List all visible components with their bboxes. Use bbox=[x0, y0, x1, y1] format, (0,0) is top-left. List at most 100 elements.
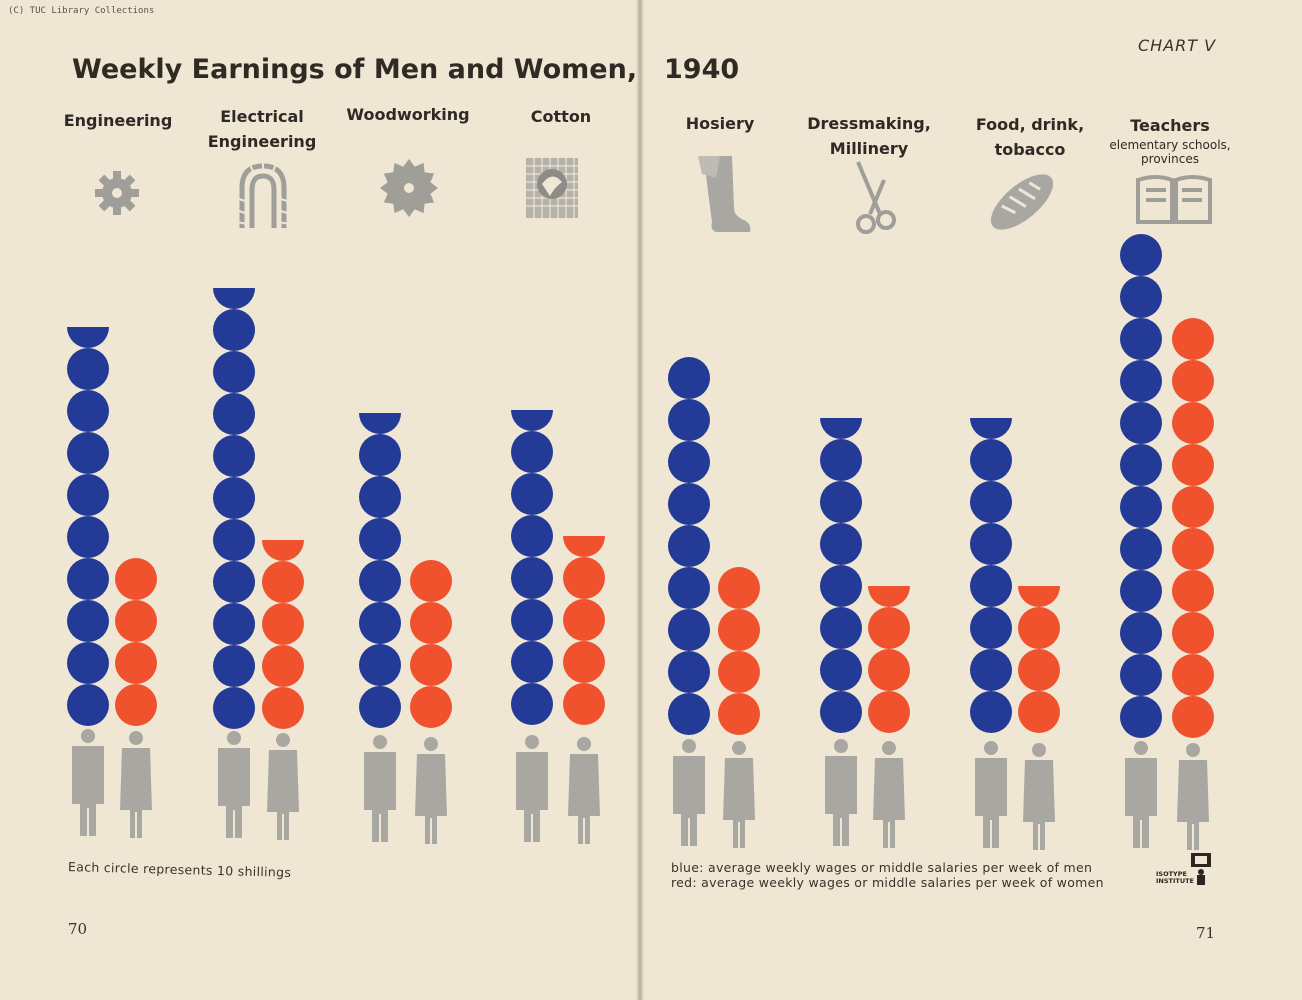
category-label-cotton: Cotton bbox=[530, 107, 592, 126]
women-earnings-circle bbox=[868, 691, 910, 733]
men-earnings-circle bbox=[970, 439, 1012, 481]
women-earnings-circle bbox=[1018, 607, 1060, 649]
women-earnings-circle bbox=[115, 558, 157, 600]
women-earnings-circle bbox=[718, 567, 760, 609]
cotton-fabric-icon bbox=[526, 158, 578, 218]
man-figure bbox=[364, 735, 396, 842]
women-earnings-circle bbox=[262, 645, 304, 687]
men-earnings-circle bbox=[1120, 234, 1162, 276]
men-earnings-circle bbox=[668, 441, 710, 483]
men-earnings-circle bbox=[213, 687, 255, 729]
man-figure bbox=[1125, 741, 1157, 848]
men-earnings-circle bbox=[67, 684, 109, 726]
men-earnings-circle bbox=[67, 474, 109, 516]
men-earnings-circle bbox=[213, 603, 255, 645]
women-earnings-circle bbox=[410, 686, 452, 728]
men-earnings-circle bbox=[668, 693, 710, 735]
open-book-icon bbox=[1136, 175, 1212, 224]
saw-blade-icon bbox=[380, 159, 438, 217]
women-earnings-circle bbox=[410, 644, 452, 686]
men-earnings-circle bbox=[359, 476, 401, 518]
women-earnings-circle bbox=[563, 599, 605, 641]
women-earnings-circle bbox=[563, 641, 605, 683]
woman-figure bbox=[873, 741, 905, 848]
men-earnings-circle bbox=[668, 609, 710, 651]
men-earnings-circle bbox=[213, 393, 255, 435]
women-earnings-circle bbox=[1172, 318, 1214, 360]
man-figure bbox=[673, 739, 705, 846]
women-earnings-circle bbox=[1172, 696, 1214, 738]
chart-title: Weekly Earnings of Men and Women, bbox=[72, 54, 638, 85]
cable-coil-icon bbox=[235, 160, 291, 228]
men-earnings-circle bbox=[511, 431, 553, 473]
men-earnings-half-circle bbox=[970, 418, 1012, 439]
women-earnings-circle bbox=[1172, 360, 1214, 402]
men-earnings-circle bbox=[359, 602, 401, 644]
men-earnings-circle bbox=[511, 515, 553, 557]
women-earnings-circle bbox=[1018, 691, 1060, 733]
women-earnings-circle bbox=[718, 609, 760, 651]
page-gutter bbox=[636, 0, 644, 1000]
women-earnings-circle bbox=[262, 603, 304, 645]
scissors-icon bbox=[856, 161, 896, 234]
women-earnings-half-circle bbox=[262, 540, 304, 561]
women-earnings-circle bbox=[262, 687, 304, 729]
women-earnings-circle bbox=[115, 642, 157, 684]
men-earnings-circle bbox=[820, 691, 862, 733]
men-earnings-half-circle bbox=[67, 327, 109, 348]
men-earnings-circle bbox=[820, 565, 862, 607]
legend-men: blue: average weekly wages or middle sal… bbox=[671, 860, 1093, 875]
men-earnings-circle bbox=[359, 518, 401, 560]
women-earnings-half-circle bbox=[563, 536, 605, 557]
woman-figure bbox=[415, 737, 447, 844]
isotype-logo-icon bbox=[1191, 853, 1211, 885]
women-earnings-circle bbox=[563, 683, 605, 725]
chart-title-year: 1940 bbox=[664, 54, 740, 85]
men-earnings-circle bbox=[820, 439, 862, 481]
man-figure bbox=[72, 729, 104, 836]
women-earnings-circle bbox=[868, 607, 910, 649]
copyright-credit: (C) TUC Library Collections bbox=[8, 6, 155, 16]
men-earnings-circle bbox=[668, 525, 710, 567]
category-label-text: Dressmaking, Millinery bbox=[807, 114, 931, 158]
men-earnings-circle bbox=[213, 351, 255, 393]
men-earnings-circle bbox=[67, 516, 109, 558]
logo-line: INSTITUTE bbox=[1156, 877, 1194, 885]
men-earnings-half-circle bbox=[820, 418, 862, 439]
men-earnings-circle bbox=[820, 607, 862, 649]
men-earnings-circle bbox=[67, 642, 109, 684]
men-earnings-circle bbox=[67, 558, 109, 600]
men-earnings-circle bbox=[359, 434, 401, 476]
men-earnings-circle bbox=[1120, 444, 1162, 486]
isotype-logo-text: ISOTYPE INSTITUTE bbox=[1156, 871, 1194, 885]
men-earnings-circle bbox=[1120, 696, 1162, 738]
women-earnings-circle bbox=[1172, 528, 1214, 570]
men-earnings-circle bbox=[1120, 570, 1162, 612]
woman-figure bbox=[1177, 743, 1209, 850]
men-earnings-circle bbox=[511, 599, 553, 641]
category-label-text: Teachers bbox=[1130, 116, 1210, 135]
logo-line: ISOTYPE bbox=[1156, 870, 1187, 878]
men-earnings-circle bbox=[970, 565, 1012, 607]
category-label-dressmaking: Dressmaking, Millinery bbox=[794, 111, 944, 161]
women-earnings-circle bbox=[1172, 612, 1214, 654]
women-earnings-circle bbox=[563, 557, 605, 599]
category-label-text: Food, drink, tobacco bbox=[975, 115, 1085, 159]
page-number-left: 70 bbox=[68, 920, 88, 938]
bread-icon bbox=[990, 174, 1054, 230]
women-earnings-half-circle bbox=[868, 586, 910, 607]
men-earnings-circle bbox=[67, 348, 109, 390]
stocking-icon bbox=[698, 156, 751, 232]
women-earnings-circle bbox=[1172, 486, 1214, 528]
men-earnings-circle bbox=[970, 691, 1012, 733]
category-label-electrical-engineering: Electrical Engineering bbox=[187, 104, 337, 154]
women-earnings-circle bbox=[718, 651, 760, 693]
men-earnings-circle bbox=[213, 309, 255, 351]
man-figure bbox=[516, 735, 548, 842]
men-earnings-circle bbox=[1120, 612, 1162, 654]
category-label-food: Food, drink, tobacco bbox=[955, 112, 1105, 162]
category-sublabel: elementary schools, provinces bbox=[1109, 138, 1231, 166]
women-earnings-circle bbox=[410, 560, 452, 602]
woman-figure bbox=[1023, 743, 1055, 850]
